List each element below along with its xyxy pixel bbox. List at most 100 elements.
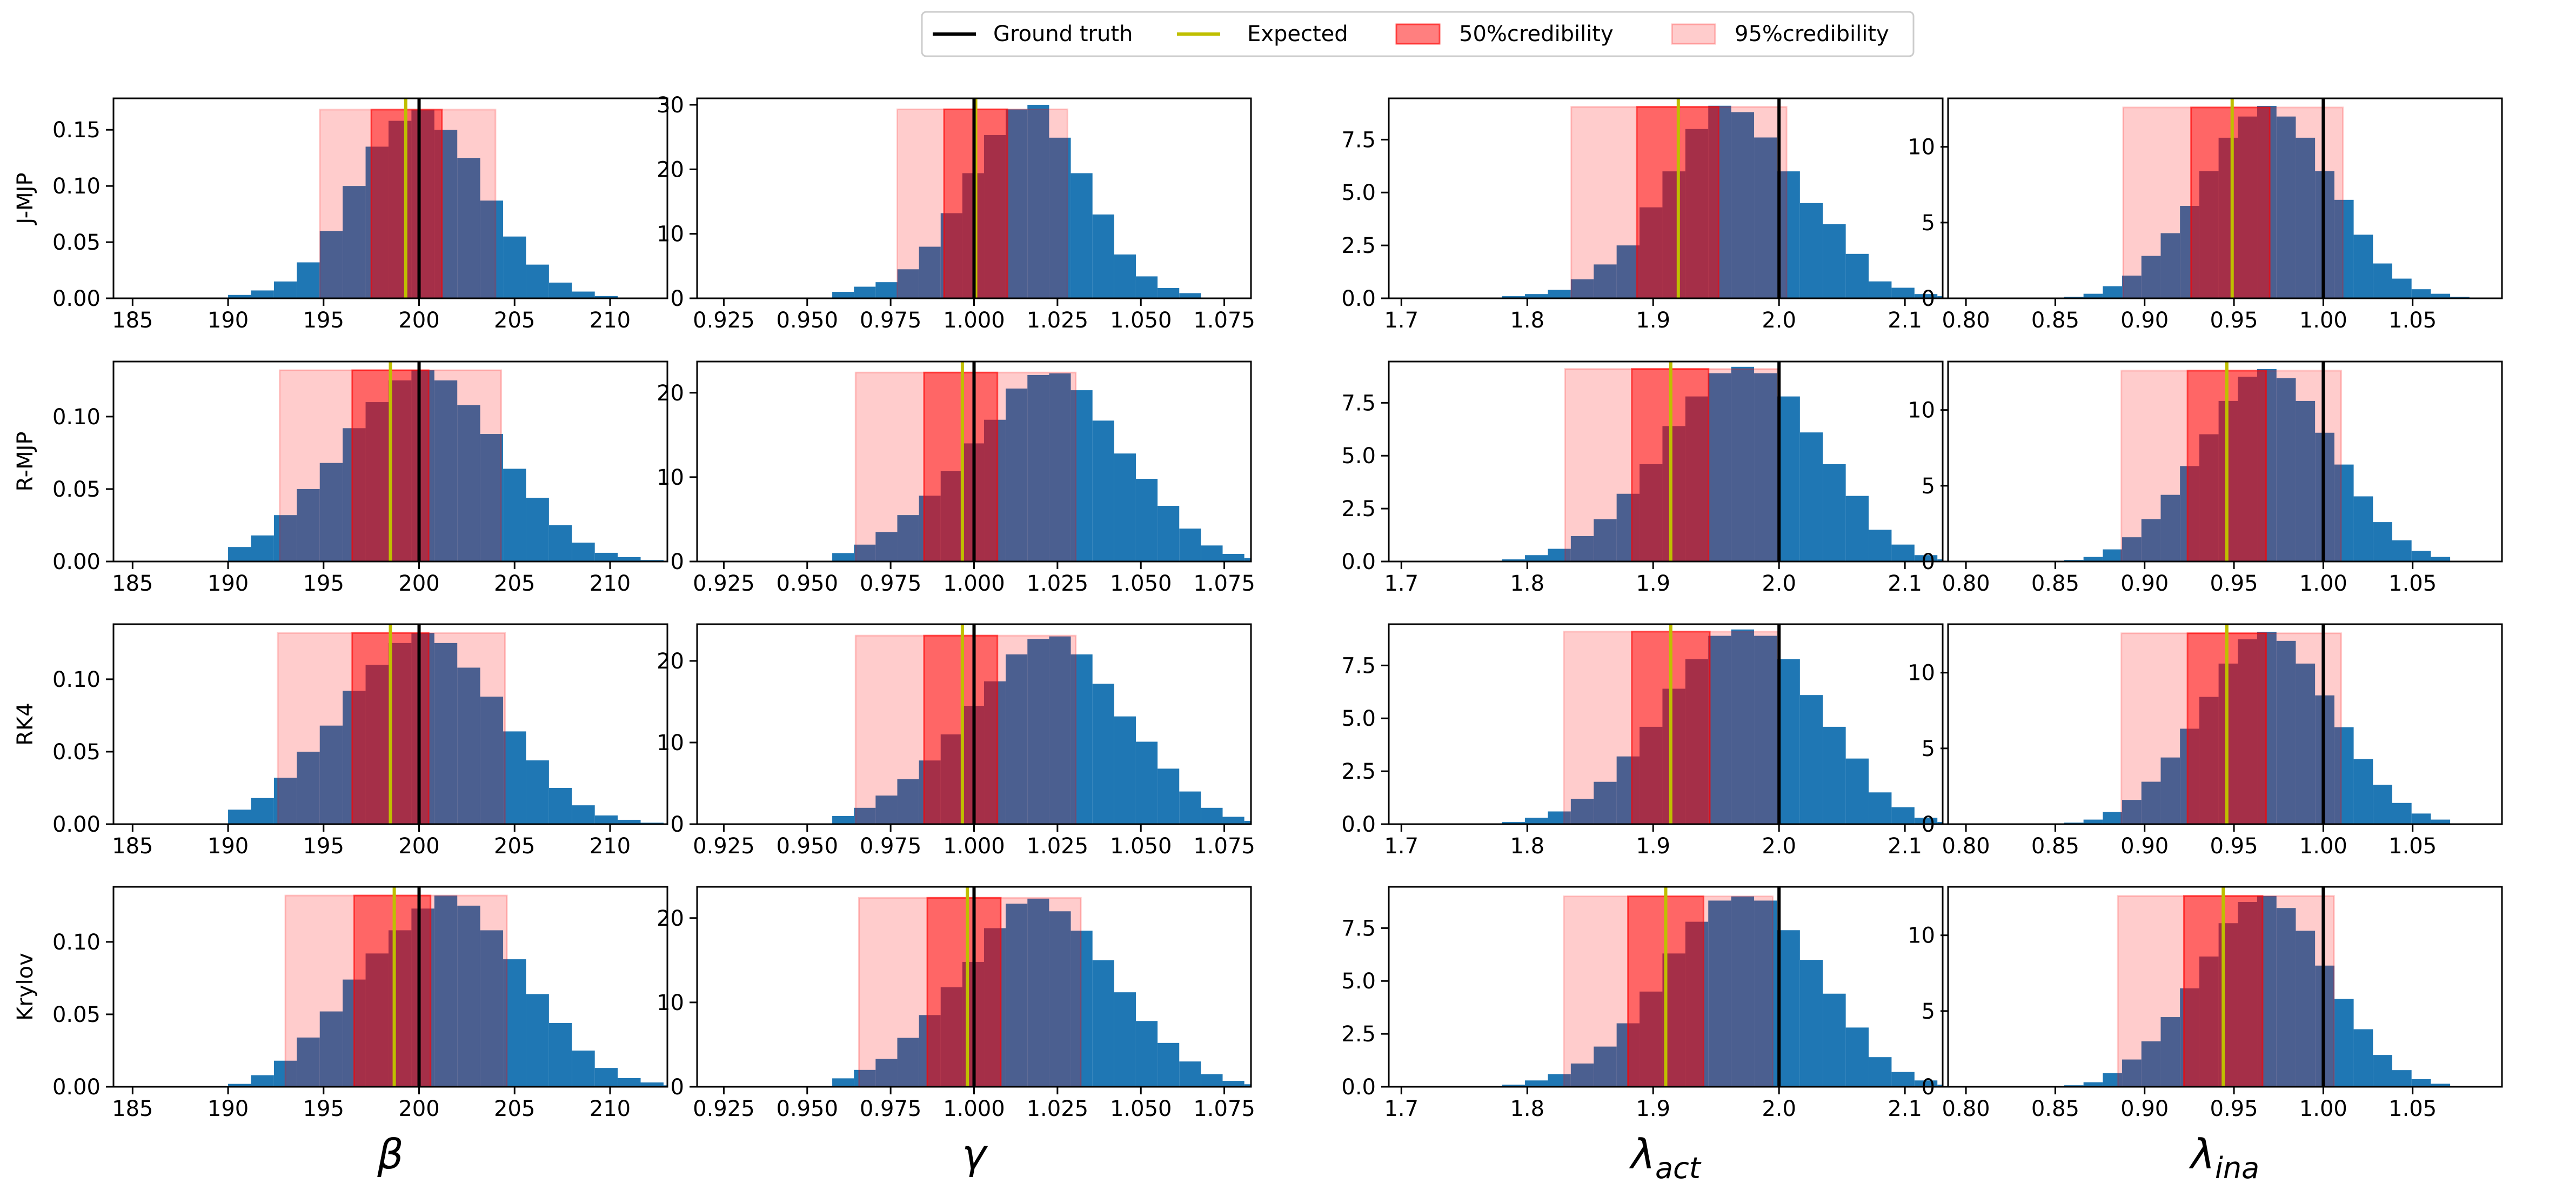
x-tick-label: 1.050 bbox=[1110, 308, 1172, 333]
x-axis-label: λact bbox=[1629, 1130, 1702, 1185]
histogram-bar bbox=[1006, 109, 1028, 298]
histogram-bar bbox=[897, 1038, 919, 1087]
histogram-bar bbox=[572, 291, 595, 298]
x-tick-label: 0.95 bbox=[2210, 308, 2258, 333]
histogram-bar bbox=[2122, 800, 2142, 824]
legend-ci95-label: 95%credibility bbox=[1735, 22, 1889, 46]
histogram-bar bbox=[1799, 960, 1823, 1087]
histogram-bar bbox=[457, 905, 480, 1087]
histogram-bar bbox=[1708, 373, 1731, 561]
histogram-bar bbox=[618, 1078, 641, 1087]
y-tick-label: 10 bbox=[1908, 924, 1935, 948]
y-tick-label: 0.00 bbox=[52, 812, 101, 837]
panel-j-mjp-3: 1.7 1.8 1.9 2.0 2.1 0.0 2.5 5.0 7.5 bbox=[1341, 97, 1944, 333]
histogram-bar bbox=[1548, 1074, 1571, 1087]
histogram-bar bbox=[1114, 453, 1136, 561]
histogram-bar bbox=[2373, 1055, 2392, 1087]
y-tick-label: 0 bbox=[1922, 812, 1935, 837]
x-tick-label: 190 bbox=[208, 1097, 249, 1121]
histogram-bar bbox=[2392, 803, 2412, 824]
x-tick-label: 1.7 bbox=[1384, 571, 1419, 596]
histogram-bar bbox=[2083, 1082, 2103, 1087]
panel-plot-area bbox=[832, 362, 1251, 561]
x-tick-label: 0.975 bbox=[860, 834, 922, 859]
y-tick-label: 0.05 bbox=[52, 230, 101, 255]
histogram-bar bbox=[2160, 494, 2180, 561]
panel-plot-area bbox=[832, 624, 1251, 824]
histogram-bar bbox=[526, 264, 549, 298]
histogram-bar bbox=[480, 200, 504, 298]
x-tick-label: 200 bbox=[398, 308, 439, 333]
histogram-bar bbox=[2431, 1084, 2451, 1087]
histogram-bar bbox=[2296, 931, 2316, 1087]
x-tick-label: 1.025 bbox=[1027, 1097, 1089, 1121]
histogram-bar bbox=[1869, 792, 1892, 824]
x-tick-label: 1.8 bbox=[1510, 571, 1544, 596]
histogram-bar bbox=[2431, 557, 2451, 561]
histogram-bar bbox=[251, 1075, 274, 1087]
histogram-bar bbox=[1157, 768, 1180, 824]
histogram-bar bbox=[2392, 278, 2412, 298]
histogram-bar bbox=[2083, 293, 2103, 298]
x-tick-label: 0.80 bbox=[1942, 1097, 1990, 1121]
x-axis-label-subscript: act bbox=[1655, 1151, 1702, 1185]
y-tick-label: 0.00 bbox=[52, 286, 101, 311]
x-tick-label: 1.7 bbox=[1384, 308, 1419, 333]
histogram-bar bbox=[1179, 293, 1201, 298]
x-tick-label: 2.0 bbox=[1762, 834, 1796, 859]
histogram-bar bbox=[2431, 819, 2451, 824]
x-tick-label: 0.950 bbox=[777, 834, 839, 859]
row-label: J-MJP bbox=[13, 172, 38, 225]
histogram-bar bbox=[1114, 254, 1136, 298]
x-tick-label: 1.075 bbox=[1193, 571, 1255, 596]
x-tick-label: 0.95 bbox=[2210, 571, 2258, 596]
histogram-bar bbox=[897, 269, 919, 298]
histogram-bar bbox=[1754, 900, 1777, 1087]
histogram-bar bbox=[319, 1011, 343, 1087]
y-tick-label: 0 bbox=[671, 812, 684, 837]
histogram-bar bbox=[1502, 1085, 1525, 1087]
histogram-bar bbox=[1135, 1021, 1158, 1087]
x-tick-label: 185 bbox=[112, 571, 153, 596]
histogram-bar bbox=[1869, 530, 1892, 561]
histogram-bar bbox=[854, 544, 876, 561]
x-tick-label: 0.85 bbox=[2031, 834, 2079, 859]
panel-grid: 185 190 195 200 205 2100.000.050.100.15J-MJP0… bbox=[13, 93, 2503, 1185]
histogram-bar bbox=[1799, 695, 1823, 824]
histogram-bar bbox=[1914, 1080, 1938, 1087]
histogram-bar bbox=[2141, 781, 2161, 824]
y-tick-label: 20 bbox=[657, 649, 684, 674]
histogram-bar bbox=[2160, 233, 2180, 298]
histogram-bar bbox=[1937, 822, 1943, 824]
ci50-band bbox=[923, 371, 999, 561]
y-tick-label: 0 bbox=[1922, 550, 1935, 574]
histogram-bar bbox=[2122, 1059, 2142, 1087]
axes-frame bbox=[112, 97, 668, 299]
x-tick-label: 0.90 bbox=[2120, 834, 2169, 859]
histogram-bar bbox=[1222, 553, 1244, 561]
histogram-bar bbox=[2392, 1070, 2412, 1087]
histogram-bar bbox=[594, 1068, 618, 1087]
x-tick-label: 1.9 bbox=[1636, 834, 1670, 859]
histogram-bar bbox=[1754, 636, 1777, 824]
panel-r-mjp-1: 185 190 195 200 205 210 0.00 0.05 0.10 R-MJP bbox=[13, 360, 668, 596]
histogram-bar bbox=[457, 405, 480, 561]
histogram-bar bbox=[480, 434, 504, 561]
x-tick-label: 0.950 bbox=[777, 308, 839, 333]
histogram-bar bbox=[2353, 235, 2373, 298]
histogram-bar bbox=[1594, 264, 1617, 298]
y-tick-label: 7.5 bbox=[1341, 391, 1376, 416]
histogram-bar bbox=[1006, 388, 1028, 561]
y-tick-label: 0.10 bbox=[52, 174, 101, 199]
panel-plot-area bbox=[1502, 624, 1943, 824]
histogram-bar bbox=[1937, 296, 1943, 298]
histogram-bar bbox=[1135, 276, 1158, 298]
x-tick-label: 1.05 bbox=[2388, 308, 2437, 333]
panel-plot-area bbox=[228, 887, 667, 1087]
histogram-bar bbox=[1114, 992, 1136, 1087]
y-tick-label: 0 bbox=[1922, 286, 1935, 311]
y-tick-label: 5.0 bbox=[1341, 969, 1376, 994]
histogram-bar bbox=[618, 557, 641, 561]
x-tick-label: 195 bbox=[303, 571, 344, 596]
